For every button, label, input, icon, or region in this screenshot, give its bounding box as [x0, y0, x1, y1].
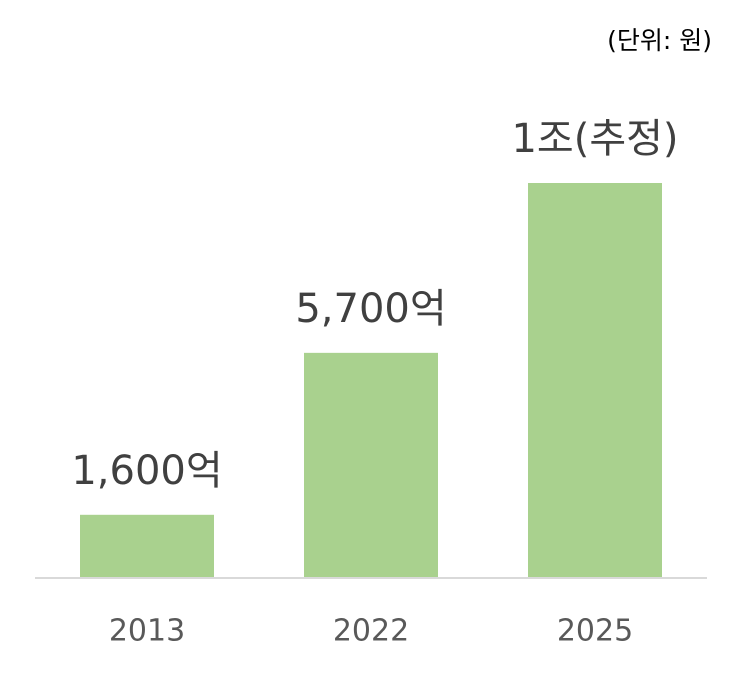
bar: [528, 183, 662, 578]
unit-note: (단위: 원): [607, 26, 712, 55]
value-label: 5,700억: [295, 286, 446, 332]
bar: [80, 514, 214, 578]
x-tick-label: 2013: [109, 614, 185, 649]
value-label: 1,600억: [71, 448, 222, 494]
x-tick-label: 2022: [333, 614, 409, 649]
bar: [304, 352, 438, 578]
x-tick-label: 2025: [557, 614, 633, 649]
value-label: 1조(추정): [511, 116, 678, 162]
